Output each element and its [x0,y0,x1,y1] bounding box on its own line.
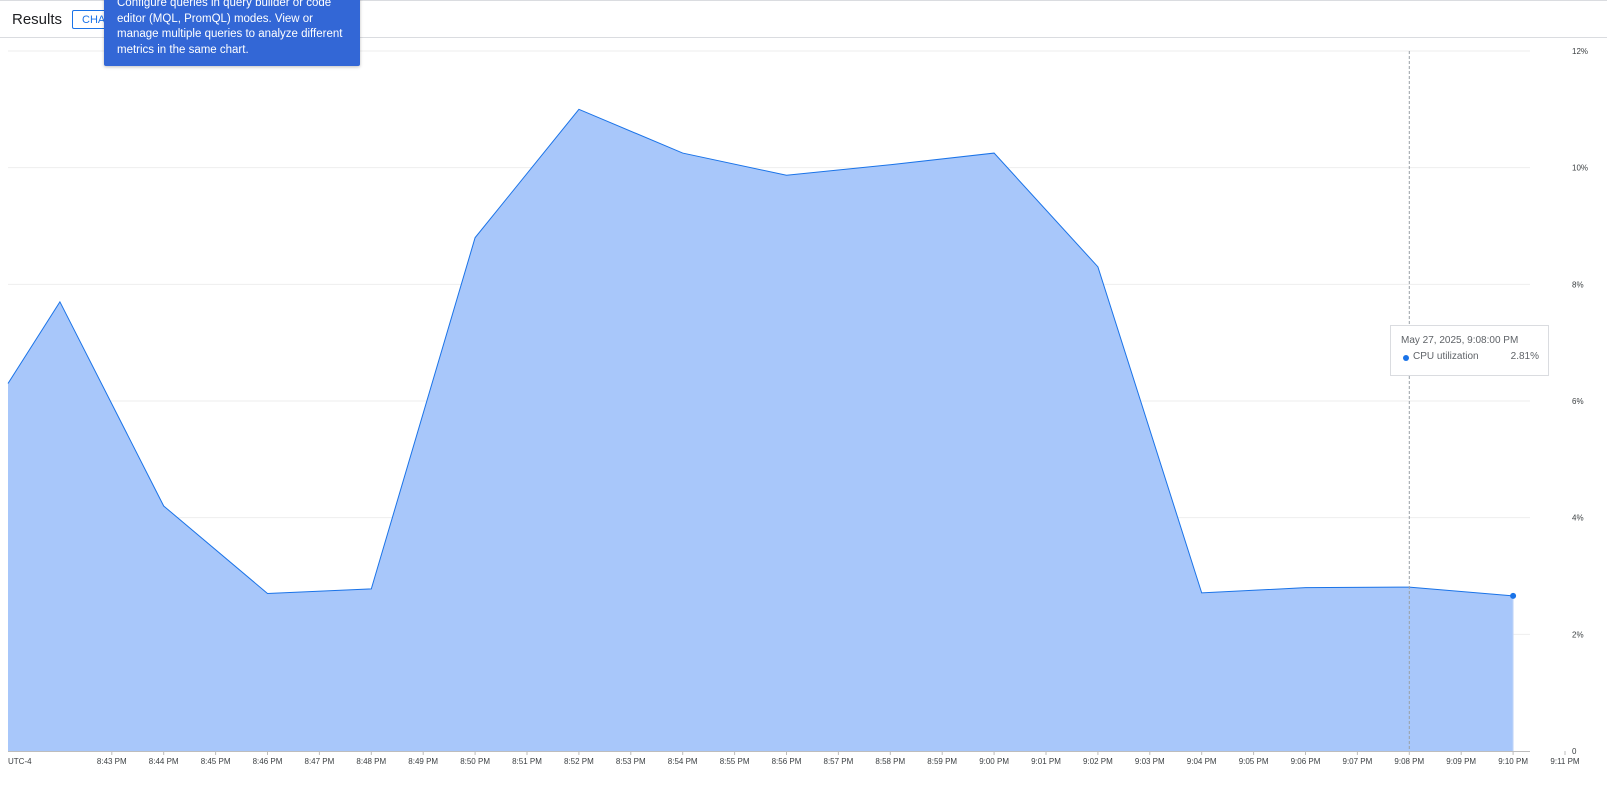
x-tick-label: 8:55 PM [720,757,750,766]
x-tick-label: 8:50 PM [460,757,490,766]
x-tick-label: 8:48 PM [356,757,386,766]
y-tick-label: 4% [1572,514,1584,523]
series-color-dot-icon [1403,355,1409,361]
x-tick-label: 8:44 PM [149,757,179,766]
x-tick-label: 9:06 PM [1291,757,1321,766]
y-tick-label: 6% [1572,397,1584,406]
hover-tooltip: May 27, 2025, 9:08:00 PM CPU utilization… [1390,325,1549,376]
hover-time: May 27, 2025, 9:08:00 PM [1401,335,1519,346]
y-tick-label: 8% [1572,280,1584,289]
x-tick-label: 9:08 PM [1394,757,1424,766]
x-tick-label: 9:01 PM [1031,757,1061,766]
x-tick-label: 8:46 PM [253,757,283,766]
y-tick-label: 10% [1572,164,1588,173]
x-tick-label: 8:52 PM [564,757,594,766]
y-tick-label: 12% [1572,47,1588,56]
hover-series-name: CPU utilization [1413,351,1479,362]
last-point-marker [1510,592,1517,599]
series-area [7,51,1517,752]
x-tick-label: 8:45 PM [201,757,231,766]
x-axis-ticks: UTC-4 8:43 PM 8:44 PM 8:45 PM 8:46 PM 8:47 PM… [8,751,1580,766]
x-tick-label: 8:49 PM [408,757,438,766]
x-tick-label: 8:53 PM [616,757,646,766]
x-tick-label: 8:58 PM [875,757,905,766]
cpu-utilization-area [8,109,1514,752]
cpu-utilization-line [7,108,1514,597]
cpu-utilization-chart: 0 2% 4% 6% 8% 10% 12% UTC-4 8:43 PM 8:44 PM 8:45 … [7,47,1588,766]
results-title: Results [12,11,63,28]
x-tick-label: 9:02 PM [1083,757,1113,766]
timezone-label: UTC-4 [8,757,32,766]
hover-series-value: 2.81% [1510,351,1539,362]
x-tick-label: 9:07 PM [1343,757,1373,766]
x-tick-label: 8:57 PM [824,757,854,766]
x-tick-label: 8:47 PM [305,757,335,766]
y-tick-label: 0 [1572,747,1577,756]
query-help-tooltip: Configure queries in query builder or co… [104,0,360,66]
x-tick-label: 8:54 PM [668,757,698,766]
x-tick-label: 9:04 PM [1187,757,1217,766]
x-tick-label: 9:10 PM [1498,757,1528,766]
x-tick-label: 8:43 PM [97,757,127,766]
x-tick-label: 9:05 PM [1239,757,1269,766]
y-tick-label: 2% [1572,630,1584,639]
x-tick-label: 8:51 PM [512,757,542,766]
x-tick-label: 8:59 PM [927,757,957,766]
x-tick-label: 9:03 PM [1135,757,1165,766]
x-tick-label: 8:56 PM [772,757,802,766]
y-axis-ticks: 0 2% 4% 6% 8% 10% 12% [1572,47,1588,756]
x-tick-label: 9:09 PM [1446,757,1476,766]
x-tick-label: 9:00 PM [979,757,1009,766]
x-tick-label: 9:11 PM [1550,757,1580,766]
